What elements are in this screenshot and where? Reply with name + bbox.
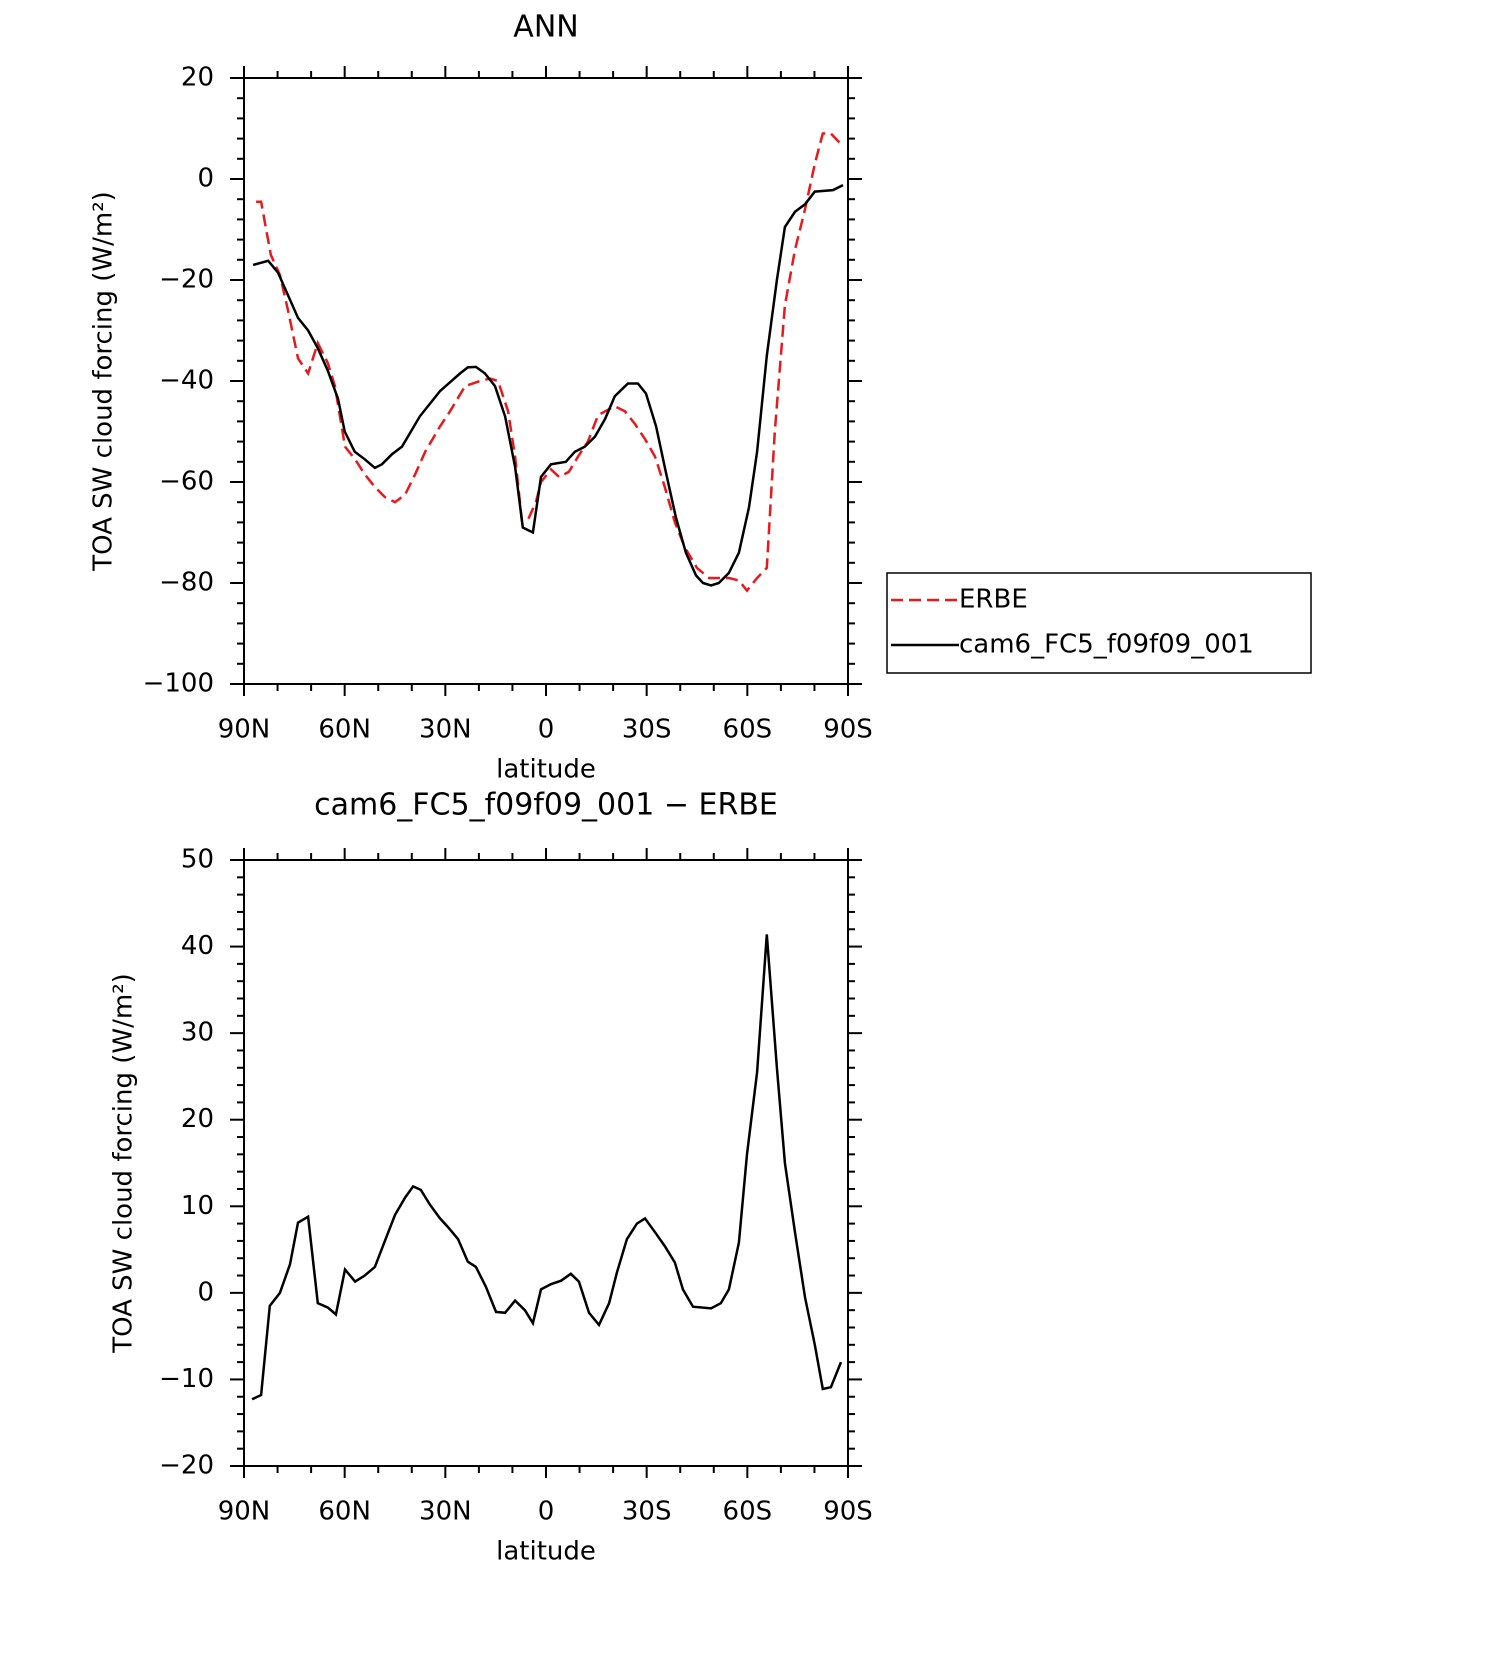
- chart-title: ANN: [513, 10, 578, 45]
- y-tick-label: −100: [143, 669, 214, 699]
- x-tick-label: 90N: [218, 1497, 271, 1527]
- data-line: [252, 183, 844, 587]
- legend-label: ERBE: [959, 585, 1028, 615]
- x-tick-label: 30N: [419, 1497, 472, 1527]
- y-tick-label: 20: [181, 63, 214, 93]
- x-tick-label: 30N: [419, 715, 472, 745]
- y-tick-label: −60: [159, 467, 214, 497]
- x-tick-label: 30S: [622, 715, 672, 745]
- x-tick-label: 60S: [723, 715, 773, 745]
- y-tick-label: 0: [197, 164, 214, 194]
- y-tick-label: 30: [181, 1018, 214, 1048]
- x-tick-label: 90S: [823, 715, 873, 745]
- x-tick-label: 90N: [218, 715, 271, 745]
- x-tick-label: 0: [538, 1497, 555, 1527]
- x-tick-label: 30S: [622, 1497, 672, 1527]
- x-tick-label: 60N: [318, 1497, 371, 1527]
- chart-title: cam6_FC5_f09f09_001 − ERBE: [314, 788, 778, 823]
- x-axis-label: latitude: [496, 1537, 596, 1567]
- x-axis-label: latitude: [496, 755, 596, 785]
- legend-box: [886, 572, 1312, 674]
- y-axis-label: TOA SW cloud forcing (W/m²): [89, 191, 119, 572]
- y-tick-label: −20: [159, 265, 214, 295]
- legend-label: cam6_FC5_f09f09_001: [959, 630, 1254, 660]
- y-tick-label: 10: [181, 1191, 214, 1221]
- x-tick-label: 60N: [318, 715, 371, 745]
- data-line: [251, 934, 843, 1401]
- y-tick-label: −20: [159, 1451, 214, 1481]
- y-tick-label: −40: [159, 366, 214, 396]
- y-tick-label: 50: [181, 845, 214, 875]
- y-axis-label: TOA SW cloud forcing (W/m²): [109, 973, 139, 1354]
- data-line: [256, 132, 844, 593]
- y-tick-label: −10: [159, 1364, 214, 1394]
- y-tick-label: 20: [181, 1104, 214, 1134]
- x-tick-label: 90S: [823, 1497, 873, 1527]
- y-tick-label: 40: [181, 931, 214, 961]
- x-tick-label: 60S: [723, 1497, 773, 1527]
- plot-frame: [243, 859, 849, 1467]
- x-tick-label: 0: [538, 715, 555, 745]
- y-tick-label: 0: [197, 1277, 214, 1307]
- y-tick-label: −80: [159, 568, 214, 598]
